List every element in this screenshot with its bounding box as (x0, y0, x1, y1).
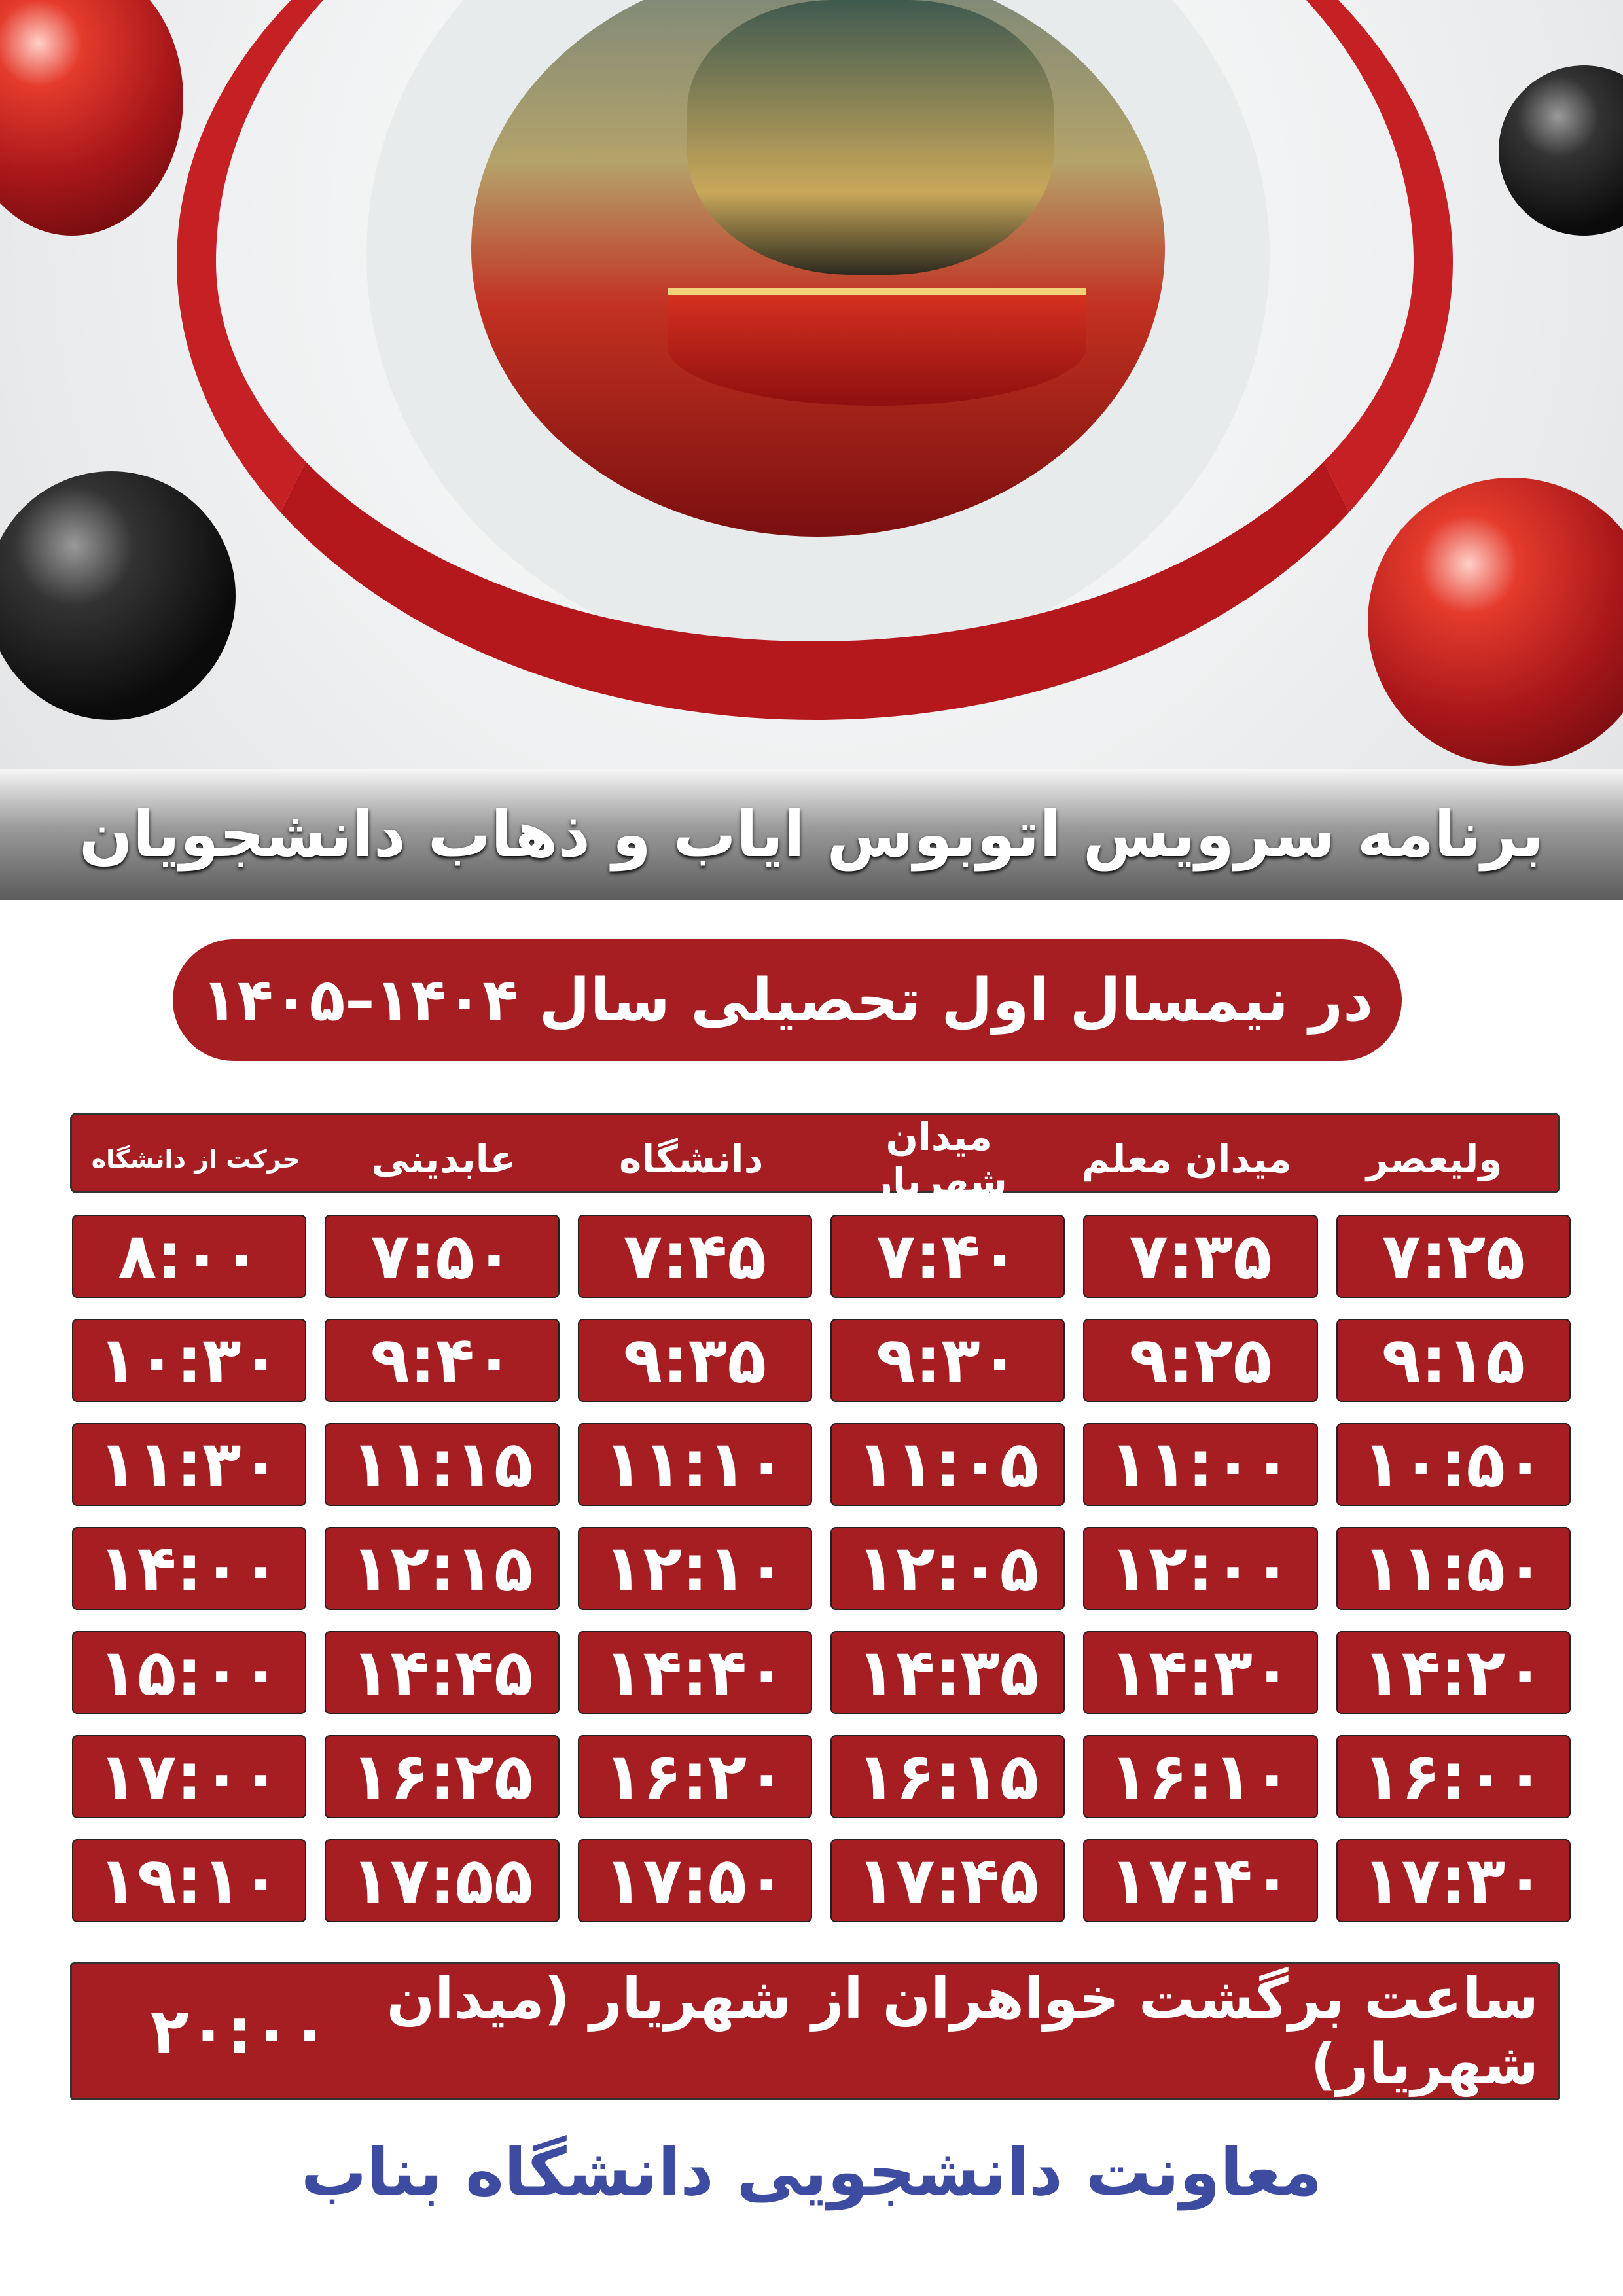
time-cell: ۱۲:۱۵ (325, 1527, 560, 1610)
time-cell: ۹:۱۵ (1336, 1319, 1571, 1402)
time-cell: ۷:۳۵ (1083, 1215, 1318, 1298)
subtitle: در نیمسال اول تحصیلی سال ۱۴۰۴–۱۴۰۵ (201, 965, 1374, 1035)
time-cell: ۱۰:۵۰ (1336, 1423, 1571, 1506)
time-cell: ۹:۴۰ (325, 1319, 560, 1402)
column-header: میدان شهریار (870, 1115, 1007, 1204)
time-cell: ۸:۰۰ (72, 1215, 307, 1298)
time-cell: ۱۱:۱۵ (325, 1423, 560, 1506)
black-sphere (1499, 65, 1623, 236)
time-cell: ۱۶:۲۰ (577, 1735, 812, 1818)
black-sphere (0, 471, 236, 720)
time-cell: ۷:۲۵ (1336, 1215, 1571, 1298)
time-cell: ۷:۴۵ (577, 1215, 812, 1298)
time-cell: ۱۶:۱۵ (830, 1735, 1065, 1818)
title-band: برنامه سرویس اتوبوس ایاب و ذهاب دانشجویا… (0, 769, 1623, 900)
red-sphere (1368, 478, 1623, 766)
red-sphere (0, 0, 183, 236)
return-trip-label: ساعت برگشت خواهران از شهریار (میدان شهری… (386, 1965, 1539, 2097)
time-cell: ۱۴:۴۵ (325, 1631, 560, 1714)
time-cell: ۱۷:۵۰ (577, 1839, 812, 1922)
time-cell: ۱۷:۴۰ (1083, 1839, 1318, 1922)
page-title: برنامه سرویس اتوبوس ایاب و ذهاب دانشجویا… (79, 798, 1544, 871)
return-trip-time: ۲۰:۰۰ (151, 1994, 329, 2068)
time-cell: ۱۷:۳۰ (1336, 1839, 1571, 1922)
time-cell: ۱۶:۰۰ (1336, 1735, 1571, 1818)
time-cell: ۱۴:۳۰ (1083, 1631, 1318, 1714)
time-cell: ۱۴:۲۰ (1336, 1631, 1571, 1714)
time-cell: ۱۷:۰۰ (72, 1735, 307, 1818)
time-cell: ۱۲:۰۰ (1083, 1527, 1318, 1610)
time-cell: ۹:۲۵ (1083, 1319, 1318, 1402)
time-cell: ۱۶:۲۵ (325, 1735, 560, 1818)
column-header: میدان معلم (1082, 1137, 1292, 1181)
time-cell: ۱۴:۴۰ (577, 1631, 812, 1714)
time-cell: ۱۷:۴۵ (830, 1839, 1065, 1922)
time-cell: ۹:۳۰ (830, 1319, 1065, 1402)
time-cell: ۱۴:۰۰ (72, 1527, 307, 1610)
column-header: عابدینی (371, 1137, 516, 1181)
time-cell: ۱۲:۱۰ (577, 1527, 812, 1610)
bus-image (471, 0, 1165, 537)
time-cell: ۱۵:۰۰ (72, 1631, 307, 1714)
time-cell: ۱۹:۱۰ (72, 1839, 307, 1922)
time-cell: ۱۶:۱۰ (1083, 1735, 1318, 1818)
table-header: ولیعصر میدان معلم میدان شهریار دانشگاه ع… (70, 1113, 1560, 1204)
time-cell: ۱۱:۳۰ (72, 1423, 307, 1506)
time-cell: ۱۰:۳۰ (72, 1319, 307, 1402)
time-cell: ۱۷:۵۵ (325, 1839, 560, 1922)
return-trip-box: ساعت برگشت خواهران از شهریار (میدان شهری… (70, 1962, 1560, 2100)
footer-org: معاونت دانشجویی دانشگاه بناب (300, 2134, 1323, 2210)
time-cell: ۱۱:۱۰ (577, 1423, 812, 1506)
time-cell: ۷:۴۰ (830, 1215, 1065, 1298)
time-cell: ۱۲:۰۵ (830, 1527, 1065, 1610)
column-header: حرکت از دانشگاه (91, 1145, 300, 1174)
time-cell: ۱۱:۵۰ (1336, 1527, 1571, 1610)
schedule-table: ۷:۲۵ ۷:۳۵ ۷:۴۰ ۷:۴۵ ۷:۵۰ ۸:۰۰ ۹:۱۵ ۹:۲۵ ۹:۳۰ ۹:۳۵… (72, 1215, 1571, 1922)
column-header: دانشگاه (619, 1137, 764, 1181)
bus-windshield (687, 0, 1054, 275)
subtitle-pill: در نیمسال اول تحصیلی سال ۱۴۰۴–۱۴۰۵ (173, 939, 1402, 1061)
hero-image (0, 0, 1623, 769)
time-cell: ۱۱:۰۰ (1083, 1423, 1318, 1506)
time-cell: ۱۴:۳۵ (830, 1631, 1065, 1714)
time-cell: ۷:۵۰ (325, 1215, 560, 1298)
time-cell: ۹:۳۵ (577, 1319, 812, 1402)
bus-front (668, 288, 1086, 406)
column-header: ولیعصر (1366, 1137, 1503, 1181)
time-cell: ۱۱:۰۵ (830, 1423, 1065, 1506)
